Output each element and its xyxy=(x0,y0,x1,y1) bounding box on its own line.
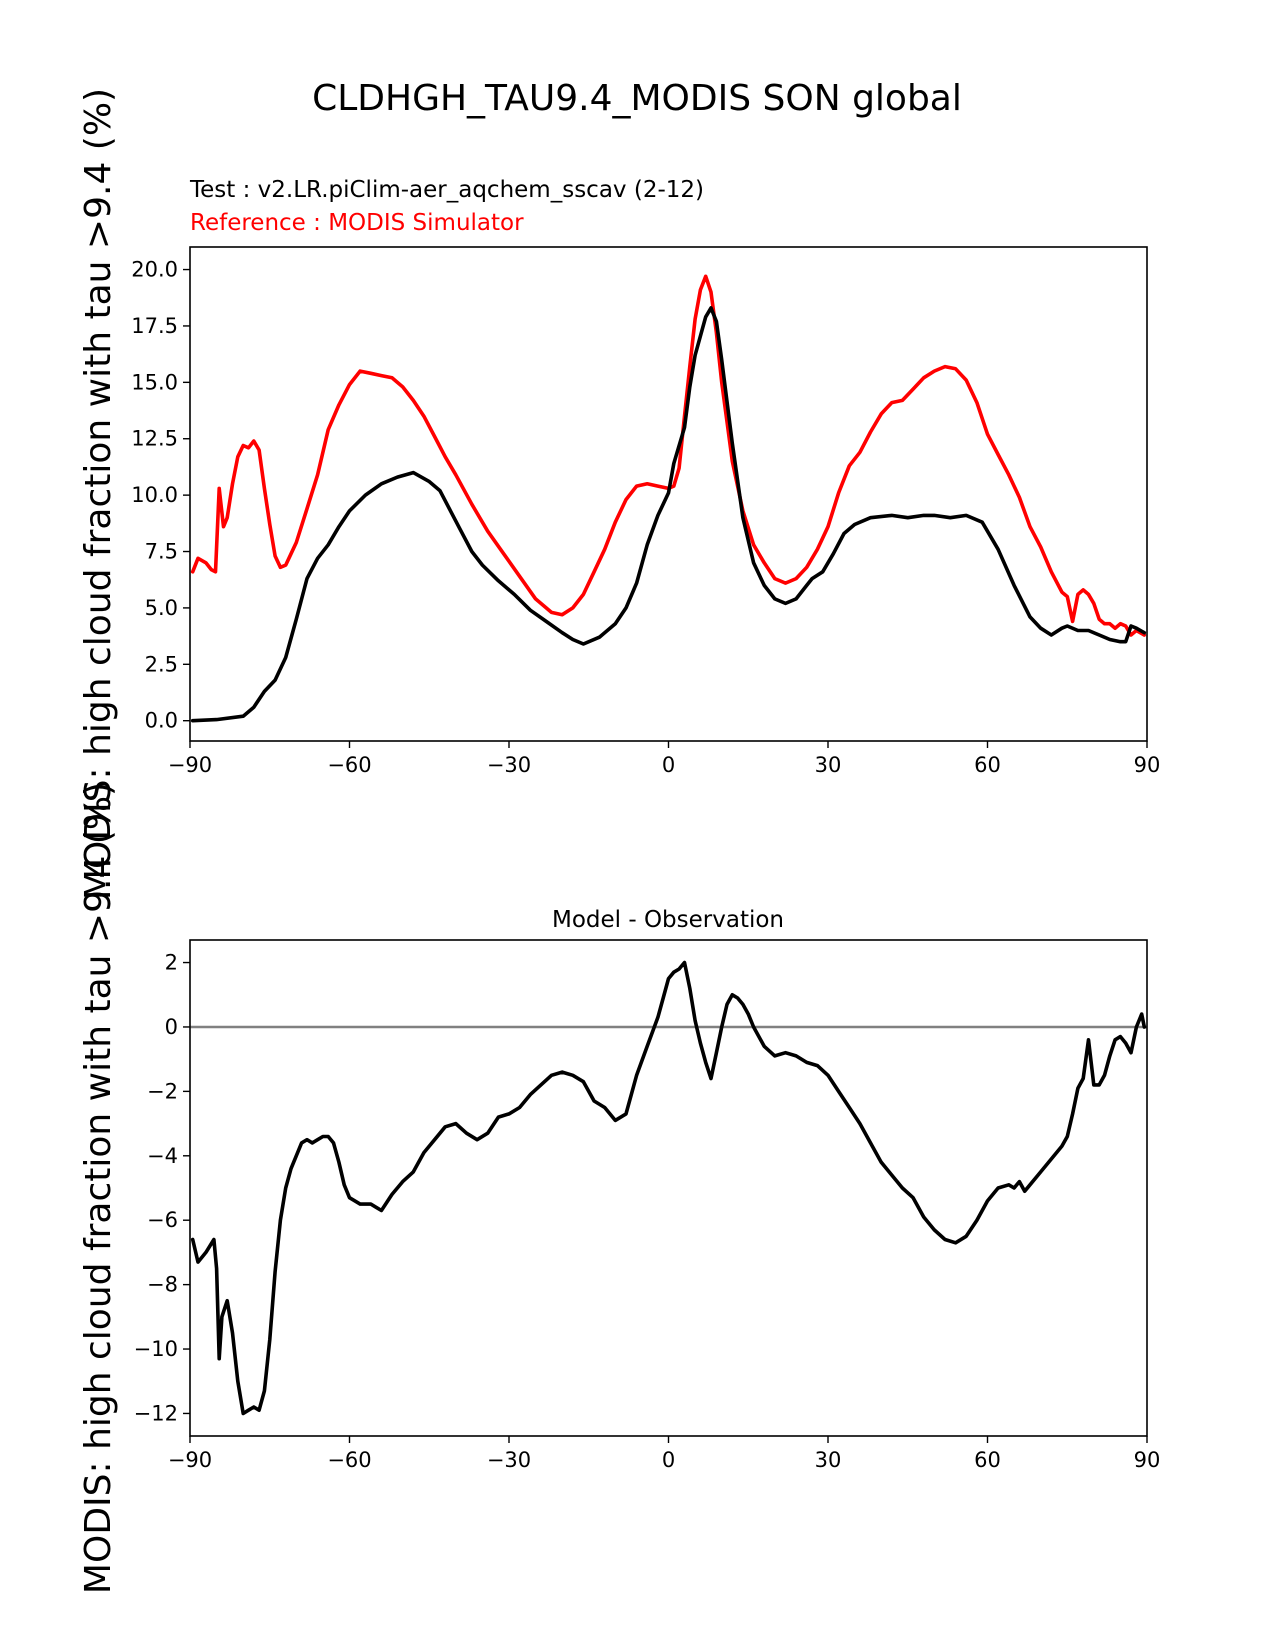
top-ylabel: MODIS: high cloud fraction with tau >9.4… xyxy=(78,88,119,900)
bottom-ticks: −90 −60 −30 0 30 60 90 −12 −10 −8 −6 −4 −2 0 2 xyxy=(134,951,1161,1472)
top-xtick-label: −90 xyxy=(168,753,212,777)
test-label: Test : v2.LR.piClim-aer_aqchem_sscav (2-… xyxy=(189,177,704,203)
bottom-ytick-label: −2 xyxy=(147,1079,178,1103)
top-series-test xyxy=(190,306,1147,723)
top-ticks: −90 −60 −30 0 30 60 90 0.0 2.5 5.0 7.5 10.0 12.5 15.0… xyxy=(131,258,1160,777)
top-xtick-label: −60 xyxy=(327,753,371,777)
top-xtick-label: 0 xyxy=(662,753,675,777)
bottom-xtick-label: −90 xyxy=(168,1448,212,1472)
reference-label: Reference : MODIS Simulator xyxy=(190,210,524,236)
top-xtick-label: 90 xyxy=(1134,753,1161,777)
bottom-panel: Model - Observation −90 −60 −30 0 30 60 90−12−… xyxy=(78,782,1160,1594)
bottom-lines xyxy=(190,960,1147,1416)
top-ytick-label: 5.0 xyxy=(145,596,178,620)
top-ytick-label: 20.0 xyxy=(131,258,178,282)
bottom-xtick-label: 60 xyxy=(974,1448,1001,1472)
top-xtick-label: 60 xyxy=(974,753,1001,777)
top-ytick-label: 10.0 xyxy=(131,483,178,507)
bottom-series-model-observation xyxy=(190,960,1147,1416)
bottom-ytick-label: −4 xyxy=(147,1144,178,1168)
top-panel: Test : v2.LR.piClim-aer_aqchem_sscav (2-… xyxy=(78,88,1160,900)
bottom-axes-frame xyxy=(189,939,1148,1437)
top-ytick-label: 0.0 xyxy=(145,709,178,733)
bottom-ytick-label: 2 xyxy=(165,951,178,975)
suptitle: CLDHGH_TAU9.4_MODIS SON global xyxy=(312,78,962,119)
bottom-xtick-label: 30 xyxy=(815,1448,842,1472)
bottom-xtick-label: −60 xyxy=(327,1448,371,1472)
top-ytick-label: 17.5 xyxy=(131,314,178,338)
top-lines xyxy=(190,274,1147,723)
bottom-xtick-label: 90 xyxy=(1134,1448,1161,1472)
bottom-ytick-label: −12 xyxy=(134,1401,178,1425)
top-xtick-label: −30 xyxy=(487,753,531,777)
bottom-ytick-label: −6 xyxy=(147,1208,178,1232)
top-ytick-label: 2.5 xyxy=(145,652,178,676)
top-xtick-label: 30 xyxy=(815,753,842,777)
bottom-ytick-label: −8 xyxy=(147,1273,178,1297)
top-ytick-label: 7.5 xyxy=(145,540,178,564)
top-ytick-label: 12.5 xyxy=(131,427,178,451)
bottom-title: Model - Observation xyxy=(552,907,784,933)
bottom-ylabel: MODIS: high cloud fraction with tau >9.4… xyxy=(78,782,119,1594)
bottom-ytick-label: 0 xyxy=(165,1015,178,1039)
top-axes-frame xyxy=(189,246,1148,742)
bottom-xtick-label: −30 xyxy=(487,1448,531,1472)
top-ytick-label: 15.0 xyxy=(131,370,178,394)
bottom-ytick-label: −10 xyxy=(134,1337,178,1361)
bottom-xtick-label: 0 xyxy=(662,1448,675,1472)
